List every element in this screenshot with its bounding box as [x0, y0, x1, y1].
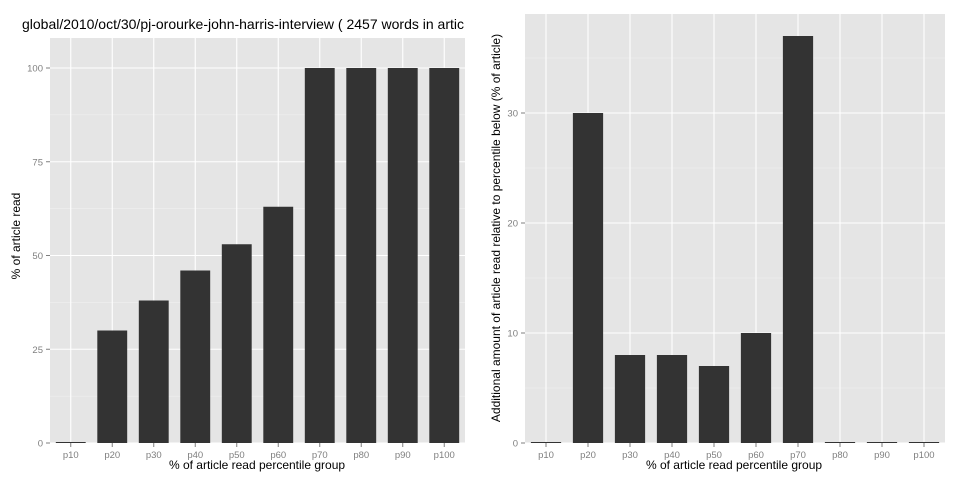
y-tick-label: 30 [507, 109, 518, 120]
bar-p80 [346, 68, 377, 443]
x-tick-label: p70 [790, 450, 806, 461]
bar-p10 [55, 442, 86, 443]
bar-p30 [614, 355, 646, 443]
bar-p20 [97, 330, 128, 443]
x-tick-label: p30 [146, 450, 162, 461]
x-tick-label: p70 [312, 450, 328, 461]
bar-p50 [698, 366, 730, 443]
x-tick-label: p50 [706, 450, 722, 461]
x-tick-label: p20 [104, 450, 120, 461]
bar-p60 [740, 333, 772, 443]
bar-p50 [221, 244, 252, 443]
y-tick-label: 20 [507, 219, 518, 230]
bar-p10 [530, 442, 562, 443]
x-tick-label: p10 [63, 450, 79, 461]
y-tick-label: 100 [27, 64, 43, 75]
left-chart: 0 25 50 75 100 p10 p20 p30 p40 p50 p60 p70 p80 p90 p10… [9, 16, 465, 472]
bar-p80 [824, 442, 856, 443]
x-tick-label: p50 [229, 450, 245, 461]
x-tick-label: p100 [913, 450, 934, 461]
x-tick-label: p10 [538, 450, 554, 461]
y-tick-label: 25 [32, 345, 43, 356]
y-tick-label: 10 [507, 329, 518, 340]
y-tick-label: 0 [513, 439, 518, 450]
x-tick-label: p60 [270, 450, 286, 461]
y-tick-label: 50 [32, 251, 43, 262]
x-tick-label: p60 [748, 450, 764, 461]
bar-p100 [908, 442, 940, 443]
x-axis-title: % of article read percentile group [169, 458, 345, 472]
bar-p40 [656, 355, 688, 443]
y-axis-title: % of article read [9, 193, 23, 280]
chart-title: global/2010/oct/30/pj-orourke-john-harri… [22, 16, 464, 32]
bar-p90 [387, 68, 418, 443]
y-tick-label: 0 [38, 439, 43, 450]
bar-p100 [429, 68, 460, 443]
bar-p70 [782, 36, 814, 443]
x-axis-title: % of article read percentile group [646, 458, 822, 472]
x-tick-label: p80 [353, 450, 369, 461]
x-tick-label: p30 [622, 450, 638, 461]
x-tick-label: p90 [874, 450, 890, 461]
x-tick-label: p90 [395, 450, 411, 461]
bar-p90 [866, 442, 898, 443]
x-tick-label: p40 [187, 450, 203, 461]
x-tick-label: p80 [832, 450, 848, 461]
y-axis-title: Additional amount of article read relati… [489, 34, 503, 422]
right-chart: 0 10 20 30 p10 p20 p30 p40 p50 p60 p70 p80 p90 p100 % … [489, 14, 945, 472]
y-tick-label: 75 [32, 157, 43, 168]
bar-p70 [304, 68, 335, 443]
x-tick-label: p40 [664, 450, 680, 461]
bar-p40 [180, 270, 211, 443]
x-tick-label: p100 [434, 450, 455, 461]
bar-p20 [572, 113, 604, 443]
x-tick-label: p20 [580, 450, 596, 461]
bar-p60 [263, 206, 294, 443]
bar-p30 [138, 300, 169, 443]
